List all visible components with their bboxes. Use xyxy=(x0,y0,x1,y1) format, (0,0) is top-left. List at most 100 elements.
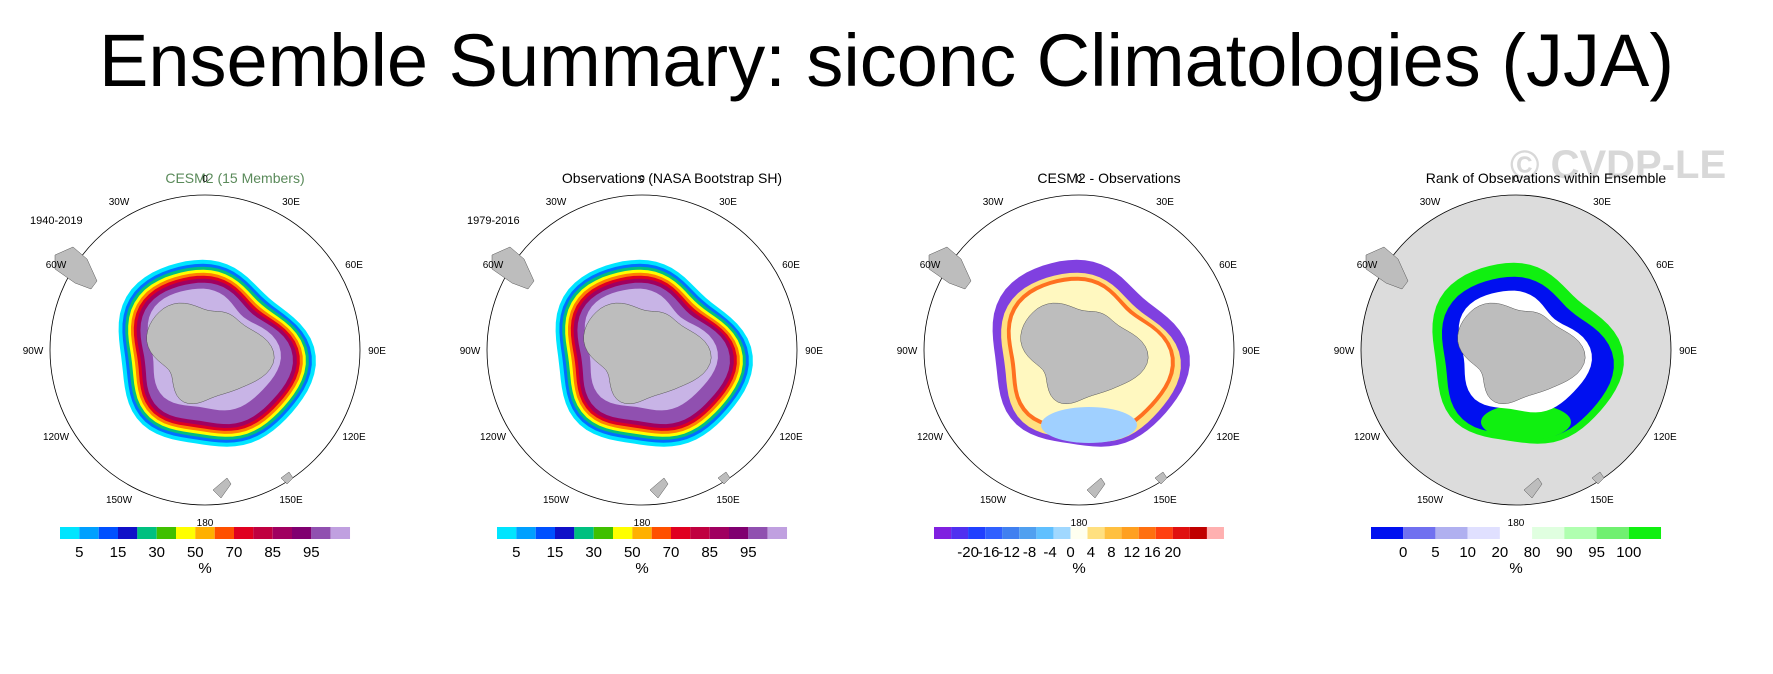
colorbar-swatch xyxy=(137,527,157,539)
panel-title: Rank of Observations within Ensemble xyxy=(1425,170,1667,186)
longitude-label: 60W xyxy=(1357,260,1378,271)
longitude-label: 90E xyxy=(805,346,823,357)
longitude-label: 0 xyxy=(639,174,645,185)
colorbar-swatch xyxy=(1121,527,1139,539)
longitude-label: 120W xyxy=(1354,432,1381,443)
colorbar-tick-label: 20 xyxy=(1492,544,1509,561)
colorbar-swatch xyxy=(593,527,614,539)
longitude-label: 150W xyxy=(980,495,1007,506)
longitude-label: 30W xyxy=(983,197,1004,208)
colorbar-tick-label: 15 xyxy=(110,544,127,561)
longitude-labels: 0 30E 60E 90E 120E 150E 180 150W 120W 90W 60W 30W xyxy=(1334,174,1698,529)
colorbar-swatch xyxy=(632,527,652,539)
new-zealand-landmass xyxy=(212,477,232,499)
longitude-label: 60W xyxy=(920,260,941,271)
new-zealand-landmass xyxy=(1086,477,1106,499)
colorbar-swatch xyxy=(1371,527,1404,539)
longitude-label: 30W xyxy=(1420,197,1441,208)
colorbar: -20-16-12 -8 -4 0 4 8 12 16 20% xyxy=(934,527,1224,577)
page-title: Ensemble Summary: siconc Climatologies (… xyxy=(98,19,1675,102)
panel-cesm2: CESM2 (15 Members) 1940-2019 0 30E 60E 90E 1… xyxy=(15,160,455,670)
colorbar-tick-label: 20 xyxy=(1164,544,1181,561)
colorbar-swatch xyxy=(1138,527,1156,539)
antarctica-landmass xyxy=(1457,302,1586,405)
longitude-label: 150E xyxy=(716,495,740,506)
colorbar-swatch xyxy=(767,527,788,539)
longitude-label: 180 xyxy=(1071,518,1088,529)
colorbar-swatch xyxy=(60,527,80,539)
colorbar-swatch xyxy=(118,527,138,539)
colorbar-swatch xyxy=(748,527,768,539)
colorbar-swatch xyxy=(1435,527,1468,539)
colorbar-tick-label: 50 xyxy=(187,544,204,561)
longitude-label: 150E xyxy=(1590,495,1614,506)
colorbar-swatch xyxy=(1189,527,1207,539)
colorbar-swatch xyxy=(1172,527,1190,539)
colorbar-tick-label: -4 xyxy=(1043,544,1056,561)
colorbar-swatch xyxy=(292,527,312,539)
longitude-label: 150W xyxy=(543,495,570,506)
new-zealand-landmass xyxy=(649,477,669,499)
colorbar-unit: % xyxy=(1509,560,1522,577)
colorbar-tick-label: 100 xyxy=(1616,544,1641,561)
longitude-labels: 0 30E 60E 90E 120E 150E 180 150W 120W 90W 60W 30W xyxy=(897,174,1261,529)
colorbar-swatch xyxy=(272,527,293,539)
longitude-label: 120E xyxy=(1653,432,1677,443)
colorbar-tick-label: 5 xyxy=(75,544,83,561)
south-america-landmass xyxy=(54,246,98,290)
colorbar-unit: % xyxy=(1072,560,1085,577)
colorbar-tick-label: -12 xyxy=(998,544,1020,561)
colorbar: 5 15 30 50 70 85 95% xyxy=(60,527,351,577)
colorbar-tick-label: 8 xyxy=(1107,544,1115,561)
colorbar-swatch xyxy=(729,527,749,539)
colorbar-tick-label: 50 xyxy=(624,544,641,561)
colorbar-swatch xyxy=(1564,527,1597,539)
colorbar-swatch xyxy=(951,527,969,539)
colorbar-tick-label: -16 xyxy=(978,544,1000,561)
colorbar-swatch xyxy=(613,527,633,539)
longitude-label: 180 xyxy=(197,518,214,529)
colorbar-swatch xyxy=(1070,527,1088,539)
watermark: © CVDP-LE xyxy=(1510,143,1727,187)
longitude-label: 30E xyxy=(282,197,300,208)
tasmania-landmass xyxy=(1591,471,1605,485)
longitude-label: 30E xyxy=(1593,197,1611,208)
colorbar-swatch xyxy=(195,527,215,539)
colorbar-swatch xyxy=(690,527,710,539)
period-label: 1979-2016 xyxy=(467,215,520,227)
longitude-label: 150W xyxy=(106,495,133,506)
colorbar-tick-label: 5 xyxy=(512,544,520,561)
colorbar-tick-label: 95 xyxy=(740,544,757,561)
longitude-labels: 0 30E 60E 90E 120E 150E 180 150W 120W 90W 60W 30W xyxy=(23,174,387,529)
panel-title: CESM2 (15 Members) xyxy=(165,170,305,186)
tasmania-landmass xyxy=(280,471,294,485)
colorbar-swatch xyxy=(1532,527,1565,539)
antarctica-landmass xyxy=(146,302,275,405)
colorbar-tick-label: 10 xyxy=(1459,544,1476,561)
colorbar-swatch xyxy=(1104,527,1122,539)
colorbar-tick-label: 0 xyxy=(1399,544,1407,561)
colorbar-swatch xyxy=(1053,527,1071,539)
longitude-label: 0 xyxy=(1076,174,1082,185)
colorbar-swatch xyxy=(1002,527,1020,539)
colorbar-tick-label: 85 xyxy=(264,544,281,561)
colorbar-tick-label: 85 xyxy=(701,544,718,561)
longitude-label: 90W xyxy=(897,346,918,357)
longitude-label: 60E xyxy=(1656,260,1674,271)
colorbar-swatch xyxy=(651,527,672,539)
colorbar-swatch xyxy=(535,527,556,539)
colorbar-swatch xyxy=(311,527,331,539)
colorbar-swatch xyxy=(1499,527,1533,539)
longitude-label: 90E xyxy=(1242,346,1260,357)
colorbar-swatch xyxy=(79,527,99,539)
colorbar-swatch xyxy=(1019,527,1037,539)
colorbar-unit: % xyxy=(198,560,211,577)
colorbar-tick-label: 5 xyxy=(1431,544,1439,561)
longitude-label: 0 xyxy=(202,174,208,185)
longitude-label: 60E xyxy=(345,260,363,271)
colorbar-swatch xyxy=(709,527,730,539)
colorbar-tick-label: -8 xyxy=(1023,544,1036,561)
colorbar-tick-label: 30 xyxy=(148,544,165,561)
longitude-label: 120E xyxy=(779,432,803,443)
colorbar-swatch xyxy=(156,527,177,539)
